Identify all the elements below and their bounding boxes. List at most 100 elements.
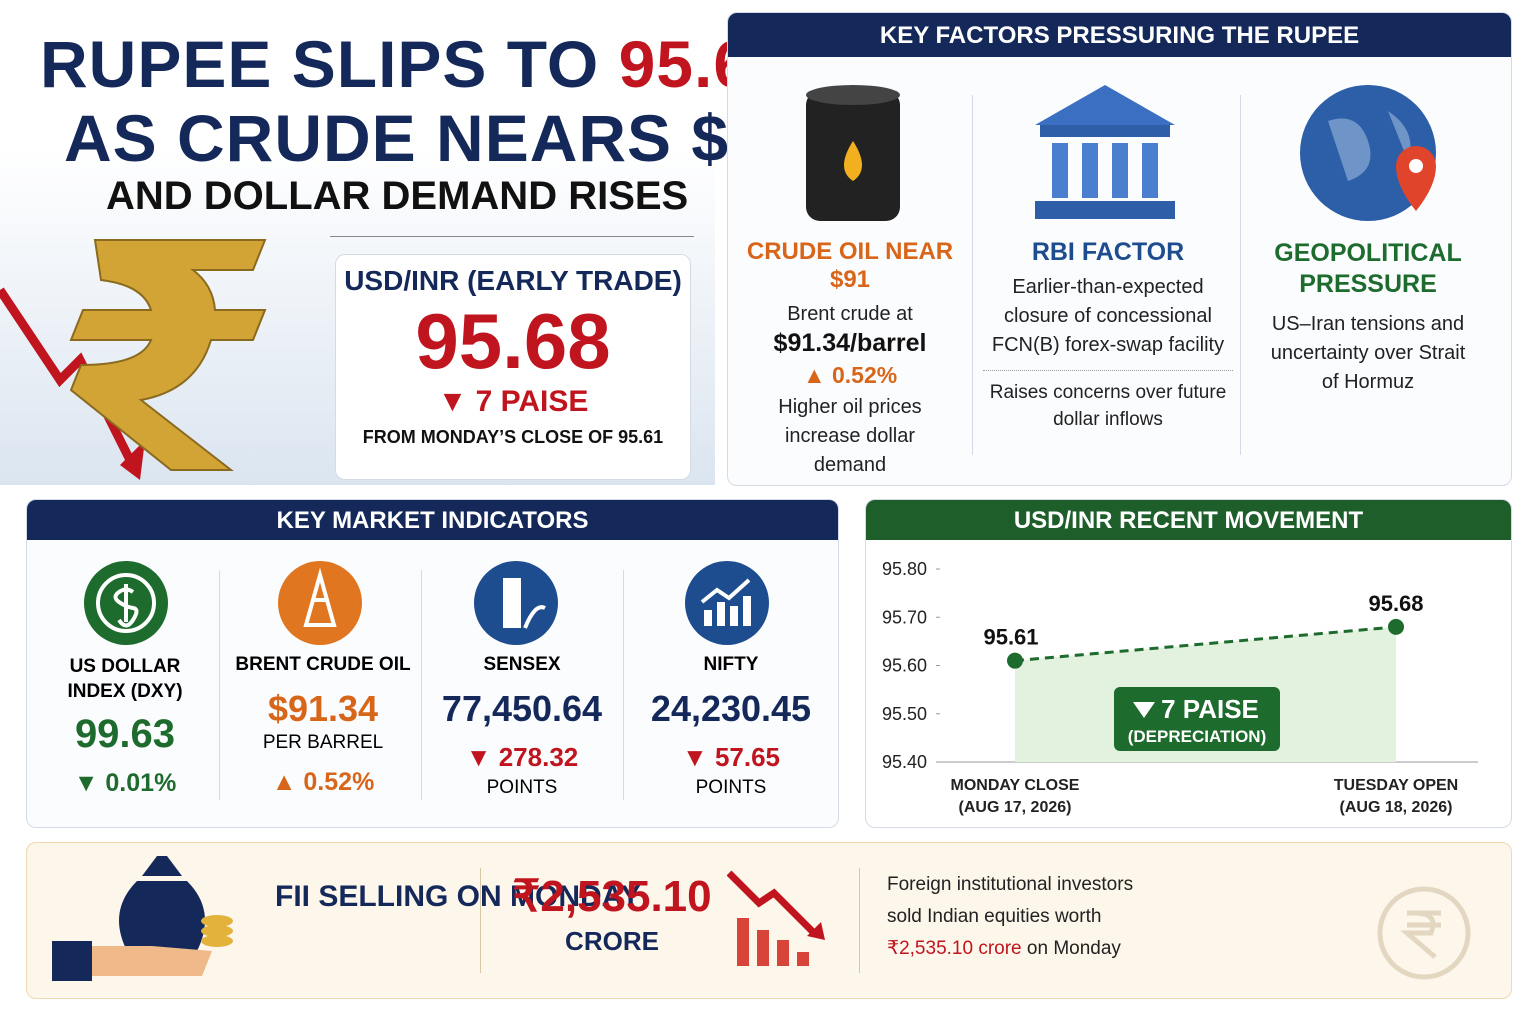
title-text: RUPEE SLIPS TO <box>40 27 600 101</box>
globe-icon <box>1300 85 1436 221</box>
panel-title: KEY FACTORS PRESSURING THE RUPEE <box>728 13 1511 57</box>
indicator-change-text: 0.01% <box>105 769 177 797</box>
divider <box>623 570 624 800</box>
title-line: AS CRUDE NEARS $91 <box>64 101 805 175</box>
usd-inr-card: USD/INR (EARLY TRADE) 95.68 ▼ 7 PAISE FR… <box>335 254 691 480</box>
key-factors-panel: KEY FACTORS PRESSURING THE RUPEE CRUDE O… <box>727 12 1512 486</box>
indicator-change-text: 57.65 <box>714 742 781 772</box>
oil-rig-icon <box>278 561 362 645</box>
chart: 95.40 95.50 95.60 95.70 95.80 95.61 MONDAY CLO… <box>882 559 1478 816</box>
indicator-change: ▼ 0.01% <box>73 769 177 797</box>
indicator-dxy: US DOLLAR INDEX (DXY) 99.63 ▼ 0.01% <box>27 654 223 798</box>
indicator-change-text: 278.32 <box>498 742 579 772</box>
indicator-value: 99.63 <box>74 712 176 756</box>
chart-title: USD/INR RECENT MOVEMENT <box>866 500 1511 540</box>
indicator-brent: BRENT CRUDE OIL $91.34 PER BARREL ▲ 0.52… <box>223 654 423 797</box>
factor-price: $91.34/barrel <box>773 329 927 357</box>
chart-panel: USD/INR RECENT MOVEMENT <box>865 499 1512 828</box>
factor-change-text: 0.52% <box>831 362 898 388</box>
x-tick-label: MONDAY CLOSE <box>951 777 1080 794</box>
factor-change: ▲ 0.52% <box>802 362 898 388</box>
fii-desc-highlight: ₹2,535.10 crore <box>887 938 1022 959</box>
rupee-illustration <box>0 239 267 480</box>
factor-text: US–Iran tensions and uncertainty over St… <box>1270 313 1466 393</box>
indicator-change: ▲ 0.52% <box>271 768 375 796</box>
factor-rbi: RBI FACTOR Earlier-than-expected closure… <box>983 238 1233 433</box>
x-tick-note: (AUG 17, 2026) <box>959 799 1072 816</box>
oil-barrel-icon <box>806 85 900 221</box>
fii-amount: ₹2,535.10 <box>512 872 712 921</box>
rule <box>330 236 694 237</box>
indicator-name: SENSEX <box>483 654 561 675</box>
x-tick-note: (AUG 18, 2026) <box>1340 799 1453 816</box>
point <box>1388 618 1404 635</box>
divider <box>480 868 481 973</box>
fii-desc-text: on Monday <box>1026 938 1121 959</box>
indicator-unit: PER BARREL <box>262 732 384 753</box>
factor-geo: GEOPOLITICAL PRESSURE US–Iran tensions a… <box>1268 238 1468 397</box>
world-map-decoration <box>1377 886 1471 980</box>
fii-desc-text: Foreign institutional investors sold Ind… <box>887 874 1134 927</box>
divider <box>219 570 220 800</box>
indicator-sensex: SENSEX 77,450.64 ▼ 278.32 POINTS <box>422 654 622 799</box>
fii-title: FII SELLING ON MONDAY <box>275 880 641 913</box>
divider <box>421 570 422 800</box>
factor-text: Brent crude at <box>787 303 913 325</box>
data-label: 95.68 <box>1368 591 1423 616</box>
fii-unit: CRORE <box>565 926 659 956</box>
indicator-value: 77,450.64 <box>441 688 603 729</box>
factor-text: Earlier-than-expected closure of concess… <box>983 273 1233 371</box>
card-note: FROM MONDAY’S CLOSE OF 95.61 <box>362 427 664 447</box>
indicator-change: ▼ 278.32 <box>465 742 579 772</box>
indicator-value: $91.34 <box>267 688 379 729</box>
factor-title: CRUDE OIL NEAR $91 <box>746 238 954 293</box>
indicator-name: BRENT CRUDE OIL <box>235 654 411 675</box>
factor-note: Raises concerns over future dollar inflo… <box>989 382 1227 430</box>
x-tick-label: TUESDAY OPEN <box>1334 777 1458 794</box>
factor-crude: CRUDE OIL NEAR $91 Brent crude at $91.34… <box>728 238 972 480</box>
decline-icon <box>727 870 825 966</box>
card-rate: 95.68 <box>415 297 611 385</box>
card-change-text: 7 PAISE <box>475 385 589 418</box>
y-tick-label: 95.40 <box>882 752 927 772</box>
line <box>1014 625 1397 663</box>
fii-amount-box: ₹2,535.10 CRORE <box>497 871 727 957</box>
y-tick-label: 95.50 <box>882 704 927 724</box>
fii-panel: FII SELLING ON MONDAY ₹2,535.10 CRORE Fo… <box>26 842 1512 999</box>
indicator-name: NIFTY <box>703 654 759 675</box>
divider <box>859 868 860 973</box>
indicator-change-text: 0.52% <box>303 768 375 796</box>
indicator-unit: POINTS <box>486 777 558 798</box>
y-tick-label: 95.80 <box>882 559 927 579</box>
subtitle: AND DOLLAR DEMAND RISES <box>106 174 689 218</box>
divider <box>1240 95 1241 455</box>
annotation-box <box>1114 687 1280 751</box>
indicator-value: 24,230.45 <box>650 688 812 729</box>
y-tick-label: 95.70 <box>882 607 927 627</box>
card-change: ▼ 7 PAISE <box>437 385 589 418</box>
point <box>1007 652 1023 669</box>
factor-title: GEOPOLITICAL PRESSURE <box>1274 239 1462 298</box>
divider <box>972 95 973 455</box>
indicator-change: ▼ 57.65 <box>681 742 781 772</box>
data-label: 95.61 <box>983 625 1038 650</box>
factor-title: RBI FACTOR <box>1031 238 1185 266</box>
indicator-nifty: NIFTY 24,230.45 ▼ 57.65 POINTS <box>624 654 838 799</box>
down-arrow <box>1133 702 1155 718</box>
fii-description: Foreign institutional investors sold Ind… <box>887 869 1157 965</box>
annotation-note: (DEPRECIATION) <box>1128 727 1267 746</box>
sensex-icon <box>474 561 558 645</box>
indicator-unit: POINTS <box>695 777 767 798</box>
card-label: USD/INR (EARLY TRADE) <box>344 265 682 296</box>
annotation: 7 PAISE <box>1161 694 1259 724</box>
factor-note: Higher oil prices increase dollar demand <box>778 396 922 476</box>
indicator-name: US DOLLAR INDEX (DXY) <box>67 656 183 702</box>
y-tick-label: 95.60 <box>882 656 927 676</box>
dollar-icon <box>84 561 168 645</box>
title-line: RUPEE SLIPS TO 95.68 <box>40 26 789 102</box>
bank-icon <box>1035 85 1175 219</box>
money-bag-icon <box>52 856 233 981</box>
indicators-panel: KEY MARKET INDICATORS US DOLLAR INDEX (D… <box>26 499 839 828</box>
nifty-icon <box>685 561 769 645</box>
